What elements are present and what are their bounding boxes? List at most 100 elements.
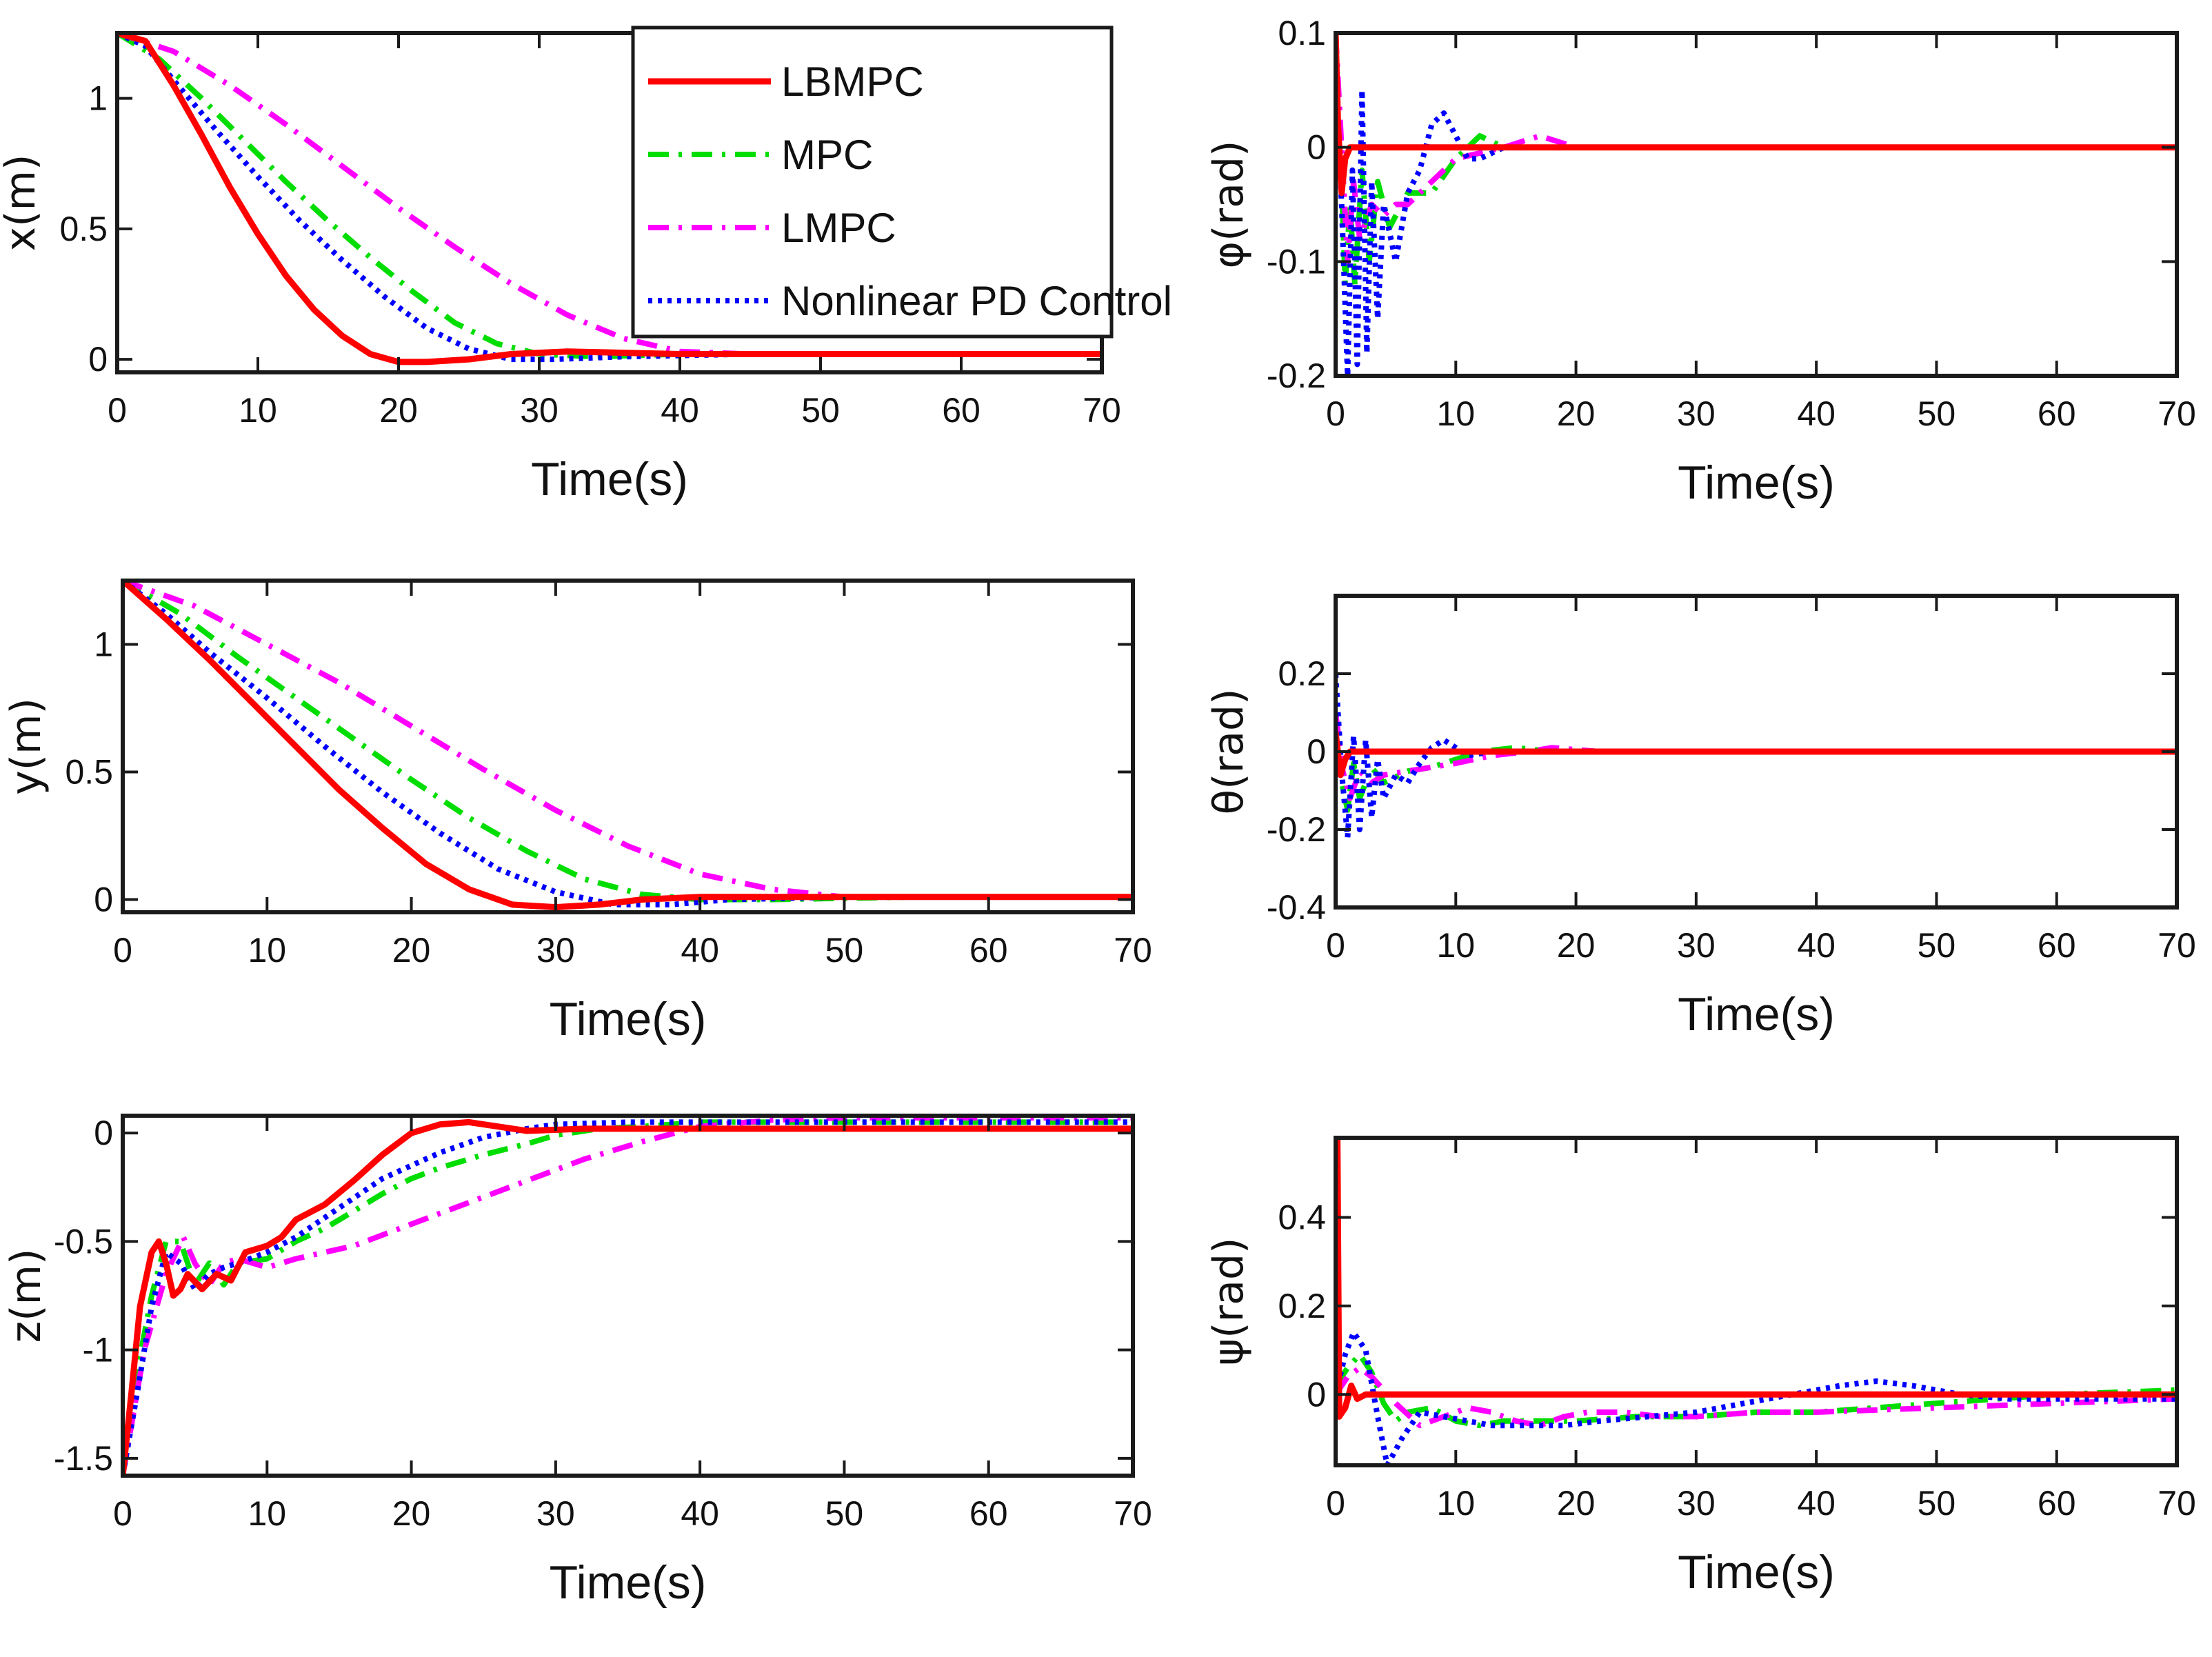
x-tick-label: 50 (1918, 394, 1956, 433)
x-tick-label: 60 (2038, 1484, 2076, 1523)
series-line-lmpc (1336, 1365, 2177, 1429)
plot-area (123, 1116, 1133, 1476)
x-tick-label: 30 (1677, 394, 1716, 433)
y-tick-label: 0 (88, 340, 108, 379)
x-tick-label: 10 (1436, 926, 1475, 965)
series-line-lmpc (1336, 33, 2177, 265)
x-axis-label: Time(s) (1678, 988, 1835, 1041)
x-tick-label: 20 (379, 391, 418, 430)
y-axis-label: y(m) (2, 698, 50, 795)
x-tick-label: 50 (1918, 1484, 1956, 1523)
series-line-lbmpc (123, 1118, 1133, 1476)
x-tick-label: 0 (108, 391, 127, 430)
y-tick-label: 0.4 (1278, 1198, 1326, 1237)
series-line-lbmpc (1336, 1138, 2177, 1420)
x-tick-label: 20 (1557, 394, 1596, 433)
y-axis-label: θ(rad) (1205, 688, 1253, 814)
x-tick-label: 70 (2158, 1484, 2196, 1523)
x-tick-label: 60 (969, 931, 1008, 970)
series-line-mpc (117, 33, 1102, 360)
legend-label-lmpc: LMPC (781, 205, 896, 251)
series-line-lmpc (1336, 712, 2177, 801)
x-tick-label: 40 (1797, 926, 1836, 965)
x-tick-label: 50 (825, 1494, 864, 1533)
x-axis-label: Time(s) (550, 993, 707, 1045)
legend: LBMPC MPC LMPC Nonlinear PD Control (631, 26, 1172, 339)
y-tick-label: 0 (1307, 732, 1326, 771)
x-tick-label: 20 (1557, 1484, 1596, 1523)
series-line-mpc (1336, 712, 2177, 813)
x-tick-label: 30 (536, 1494, 575, 1533)
chart-z: 0 10 20 30 40 50 60 70 -1.5 -1 -0.5 0 Time(s) z(m) (2, 1114, 1152, 1609)
x-axis-label: Time(s) (1678, 1546, 1835, 1598)
series-line-nonlinear-pd-control (117, 33, 1102, 363)
plot-area (1336, 673, 2177, 841)
y-tick-label: -0.5 (54, 1222, 113, 1261)
x-tick-label: 40 (681, 931, 719, 970)
series-line-mpc (123, 1119, 1133, 1476)
y-tick-label: 0 (94, 881, 113, 919)
x-axis-label: Time(s) (550, 1556, 707, 1609)
x-tick-label: 70 (1083, 391, 1121, 430)
x-tick-label: 40 (1797, 394, 1836, 433)
series-line-nonlinear-pd-control (1336, 79, 2177, 376)
x-tick-label: 40 (1797, 1484, 1836, 1523)
x-tick-label: 60 (969, 1494, 1008, 1533)
x-tick-label: 30 (1677, 1484, 1716, 1523)
chart-y: 0 10 20 30 40 50 60 70 0 0.5 1 Time(s) y(m) (2, 579, 1152, 1045)
y-axis-label: φ(rad) (1205, 141, 1253, 269)
chart-x: 0 10 20 30 40 50 60 7000.51Time(s)x(m)LBMPCMPCL… (0, 26, 1172, 505)
x-tick-label: 10 (1436, 394, 1475, 433)
x-tick-label: 30 (536, 931, 575, 970)
x-tick-label: 40 (661, 391, 699, 430)
x-tick-label: 70 (1114, 1494, 1152, 1533)
axes-frame (121, 1114, 1135, 1478)
chart-phi: 0 10 20 30 40 50 60 70 -0.2 -0.1 0 0.1 Time(s) φ(rad) (1205, 14, 2196, 509)
x-tick-label: 20 (1557, 926, 1596, 965)
x-tick-label: 0 (1326, 926, 1345, 965)
y-axis-label: ψ(rad) (1205, 1238, 1253, 1366)
x-tick-label: 20 (392, 1494, 431, 1533)
axes-frame (1334, 31, 2179, 378)
legend-label-lbmpc: LBMPC (781, 59, 924, 105)
x-tick-label: 10 (248, 1494, 286, 1533)
x-tick-label: 70 (1114, 931, 1152, 970)
y-tick-label: 0 (1307, 1375, 1326, 1414)
series-line-lbmpc (117, 33, 1102, 365)
chart-theta: 0 10 20 30 40 50 60 70 -0.4 -0.2 0 0.2 Time(s) θ(rad) (1205, 594, 2196, 1041)
x-tick-label: 0 (1326, 394, 1345, 433)
x-tick-label: 60 (2038, 926, 2076, 965)
y-tick-label: 1 (94, 625, 113, 664)
series-line-nonlinear-pd-control (123, 1119, 1133, 1476)
x-tick-label: 0 (1326, 1484, 1345, 1523)
x-tick-label: 10 (248, 931, 286, 970)
y-tick-label: 0.2 (1278, 1287, 1326, 1325)
x-tick-label: 50 (825, 931, 864, 970)
x-tick-label: 50 (1918, 926, 1956, 965)
chart-psi: 0 10 20 30 40 50 60 70 0 0.2 0.4 Time(s) ψ(rad) (1205, 1136, 2196, 1598)
y-tick-label: -0.2 (1267, 810, 1326, 849)
y-tick-label: 0.5 (65, 753, 113, 792)
x-tick-label: 10 (239, 391, 277, 430)
y-tick-label: -0.1 (1267, 242, 1326, 281)
y-tick-label: 0 (94, 1114, 113, 1152)
y-axis-label: x(m) (0, 154, 45, 252)
y-tick-label: 0.1 (1278, 14, 1326, 52)
plot-area (1336, 1138, 2177, 1465)
y-tick-label: 0.2 (1278, 654, 1326, 693)
x-tick-label: 50 (801, 391, 840, 430)
series-line-lbmpc (1336, 732, 2177, 779)
y-tick-label: -1 (83, 1331, 113, 1369)
y-tick-label: 0.5 (59, 210, 108, 248)
x-axis-label: Time(s) (531, 453, 688, 505)
axes-frame (121, 579, 1135, 914)
y-tick-label: 1 (88, 79, 108, 118)
y-tick-label: -0.4 (1267, 888, 1326, 927)
y-tick-label: 0 (1307, 128, 1326, 167)
legend-label-nonlinear-pd-control: Nonlinear PD Control (781, 278, 1172, 324)
x-tick-label: 40 (681, 1494, 719, 1533)
x-tick-label: 70 (2158, 926, 2196, 965)
series-line-lbmpc (123, 581, 1133, 911)
y-tick-label: -0.2 (1267, 356, 1326, 395)
